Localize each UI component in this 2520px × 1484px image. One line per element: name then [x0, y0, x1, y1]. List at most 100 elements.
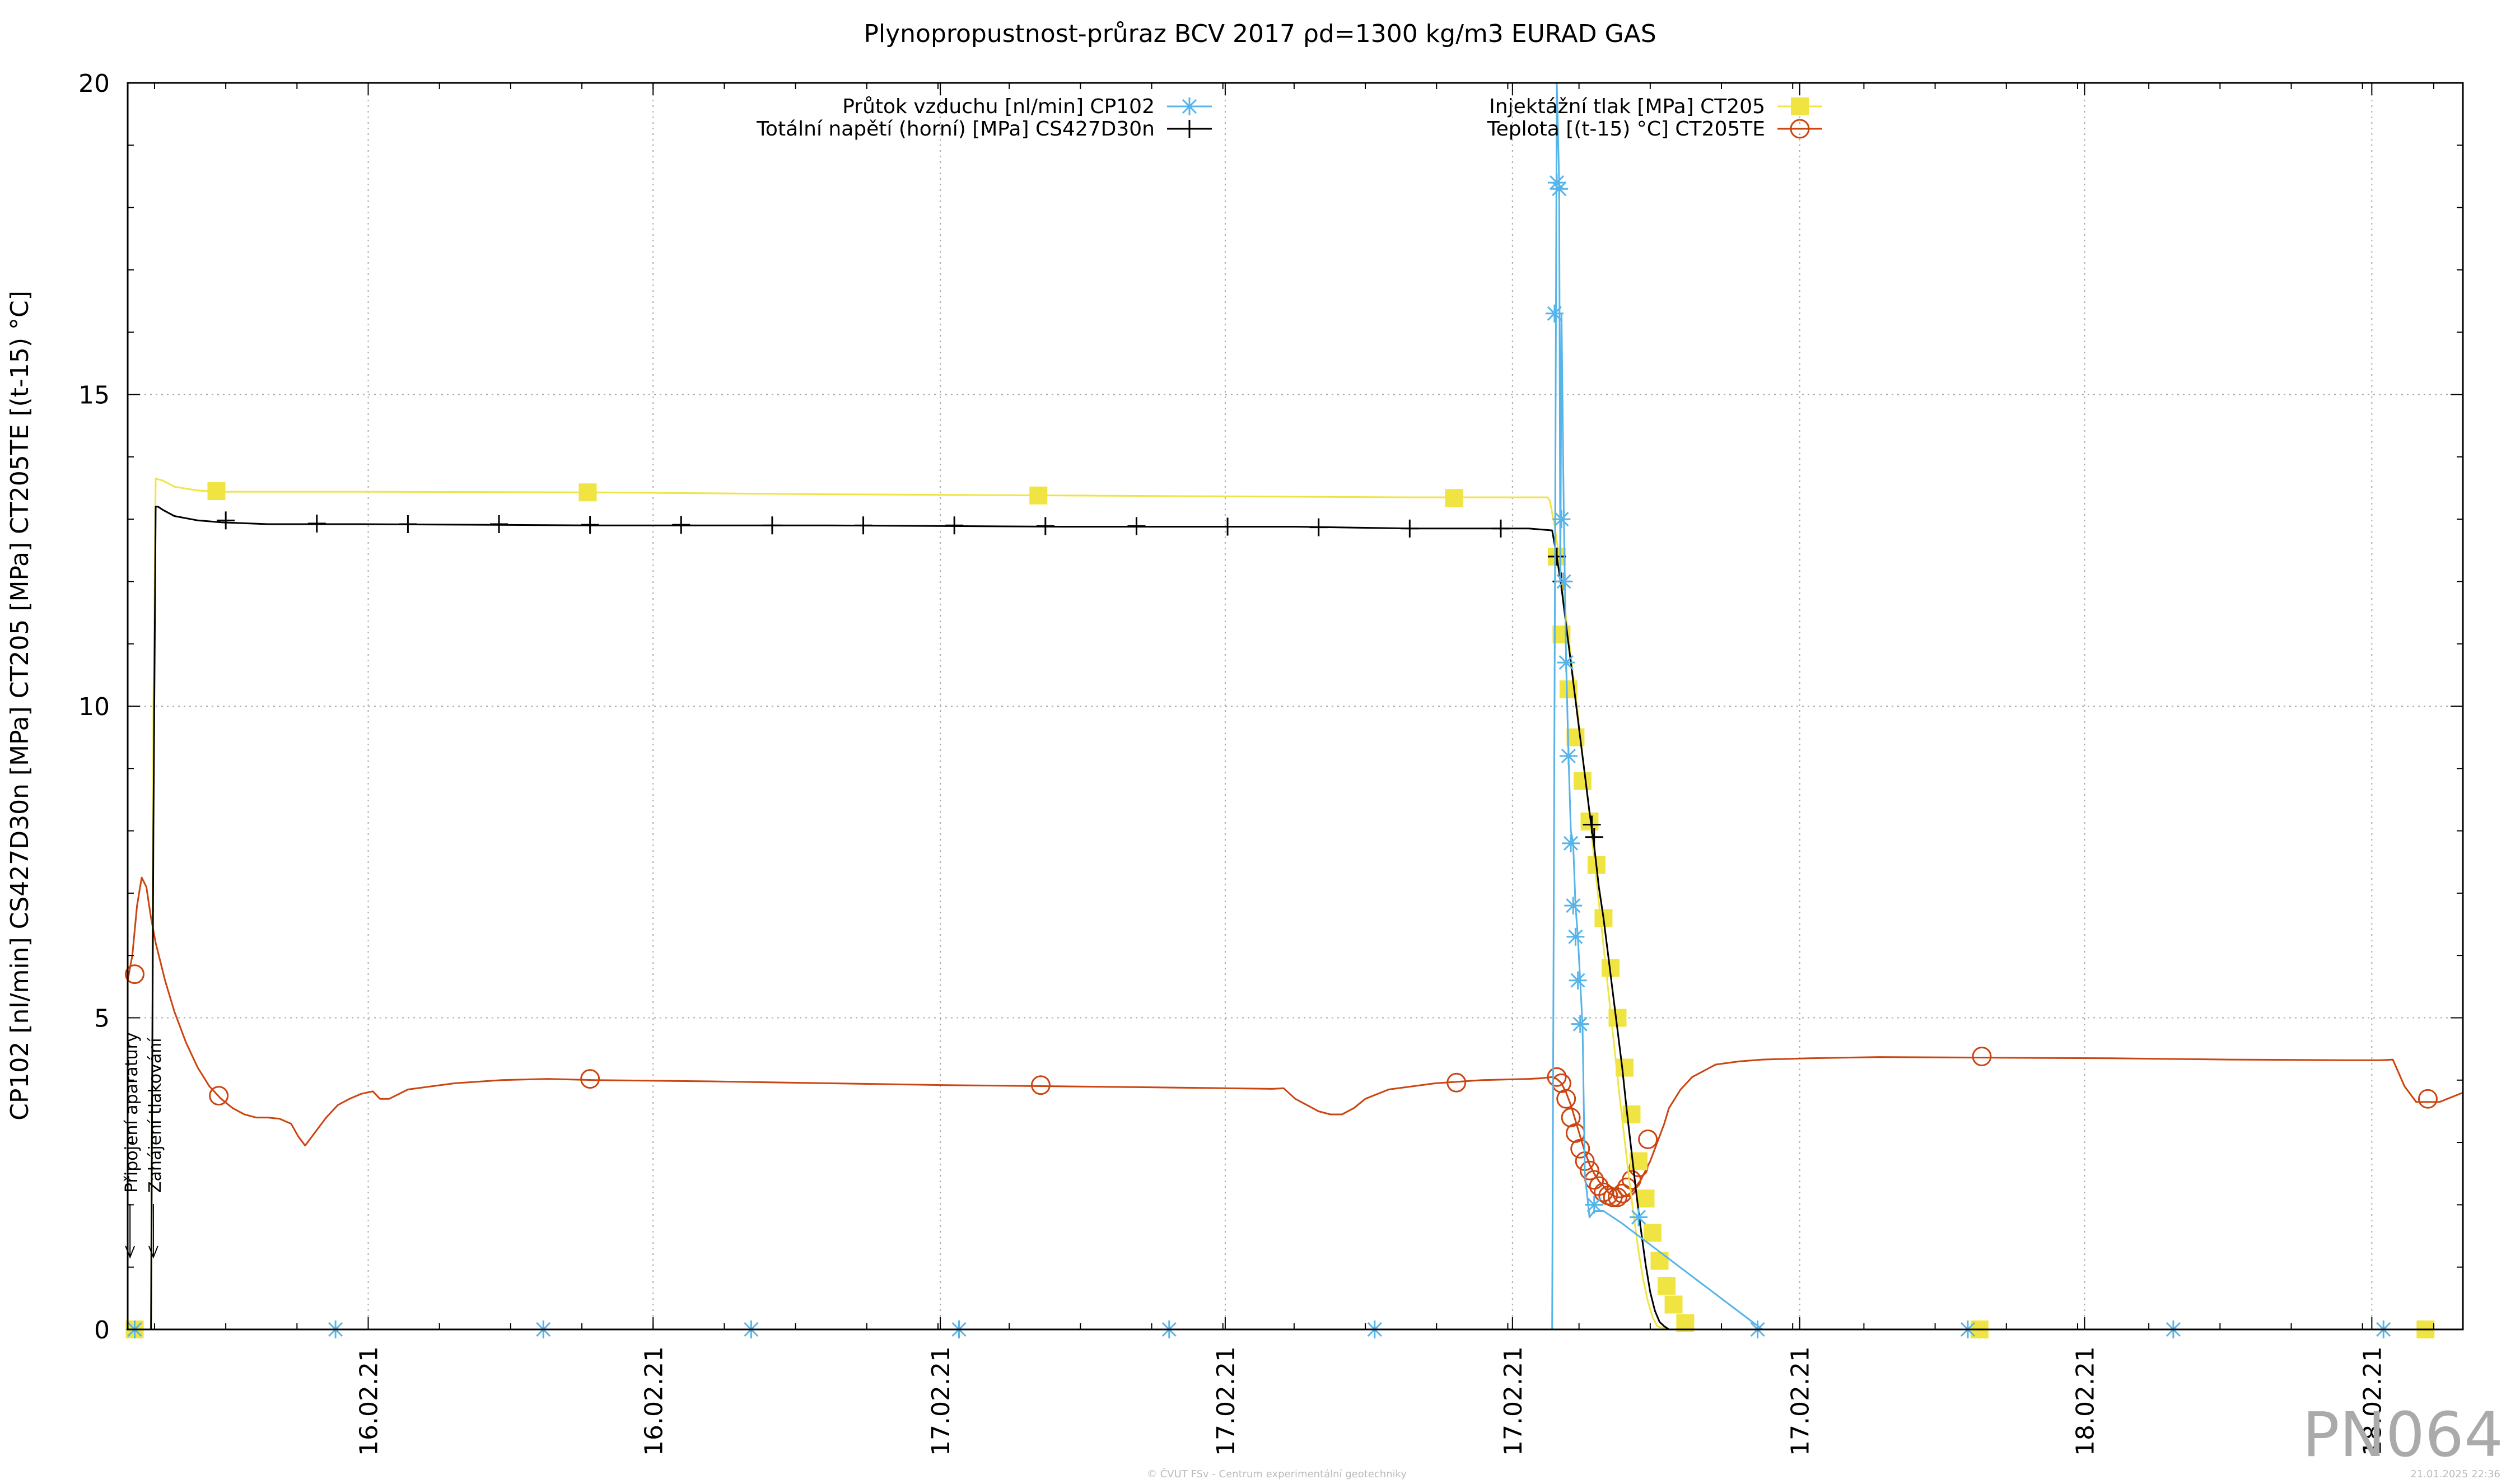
- data-point-plus: [854, 516, 872, 535]
- y-tick-label: 15: [78, 381, 110, 410]
- data-point-square: [1636, 1189, 1655, 1208]
- x-tick-label: 17.02.21: [1786, 1346, 1815, 1456]
- data-point-plus: [1127, 517, 1146, 535]
- y-tick-label: 20: [78, 69, 110, 98]
- x-tick-label: 17.02.21: [927, 1346, 955, 1456]
- data-point-circle: [1561, 1108, 1581, 1128]
- data-point-square: [1644, 1224, 1662, 1242]
- x-tick-label: 17.02.21: [1499, 1346, 1528, 1456]
- data-point-plus: [945, 516, 964, 535]
- annotations: Připojení aparatury Zahájení tlakování: [122, 1032, 165, 1259]
- data-point-asterisk: [1569, 971, 1587, 990]
- data-point-circle: [1638, 1130, 1658, 1150]
- data-point-circle: [1556, 1089, 1576, 1109]
- series-line-2: [128, 478, 2463, 1331]
- data-point-asterisk: [1550, 180, 1569, 198]
- data-point-square: [1615, 1058, 1634, 1077]
- plot-id-watermark: PN064: [2302, 1399, 2503, 1471]
- data-point-circle: [1446, 1072, 1467, 1093]
- data-point-circle: [1579, 1160, 1599, 1180]
- data-point-square: [1573, 772, 1592, 790]
- series-line-3: [127, 876, 2463, 1198]
- data-point-square: [1650, 1252, 1669, 1270]
- data-point-asterisk: [1566, 927, 1585, 946]
- data-point-asterisk: [1571, 1015, 1589, 1033]
- data-point-circle: [209, 1086, 229, 1106]
- footer-copyright: © ČVUT FSv - Centrum experimentální geot…: [1147, 1468, 1407, 1480]
- legend-label: Teplota [(t-15) °C] CT205TE: [1487, 118, 1765, 141]
- data-point-square: [1622, 1105, 1641, 1124]
- data-point-circle: [2418, 1089, 2438, 1109]
- x-tick-label: 18.02.21: [2071, 1346, 2099, 1456]
- annotation-arrowhead: [148, 1245, 158, 1259]
- annotation-label: Zahájení tlakování: [146, 1037, 165, 1193]
- data-point-circle: [1972, 1047, 1992, 1067]
- data-point-plus: [217, 511, 235, 530]
- series-line-1: [128, 506, 2463, 1331]
- data-point-square: [1664, 1295, 1683, 1314]
- x-tick-label: 18.02.21: [2358, 1346, 2387, 1456]
- x-tick-label: 17.02.21: [1212, 1346, 1240, 1456]
- data-point-asterisk: [1557, 654, 1575, 672]
- data-point-asterisk: [1545, 304, 1564, 323]
- x-tick-label: 16.02.21: [355, 1346, 384, 1456]
- data-point-circle: [1570, 1138, 1590, 1159]
- data-point-circle: [1030, 1075, 1051, 1095]
- data-point-plus: [1583, 815, 1601, 834]
- data-point-square: [1029, 486, 1048, 505]
- data-point-square: [578, 483, 597, 502]
- x-tick-label: 16.02.21: [640, 1346, 668, 1456]
- series-line-0: [128, 82, 2463, 1331]
- data-point-plus: [763, 516, 781, 535]
- data-point-circle: [1603, 1187, 1623, 1207]
- data-point-circle: [1621, 1170, 1641, 1190]
- data-point-plus: [581, 516, 599, 534]
- data-point-plus: [1309, 518, 1328, 536]
- y-tick-label: 5: [94, 1005, 110, 1033]
- legend-marker: [1791, 97, 1809, 115]
- data-point-plus: [399, 515, 417, 534]
- data-point-plus: [1548, 547, 1566, 566]
- data-point-circle: [1547, 1067, 1567, 1087]
- grid: [128, 83, 2463, 1329]
- data-point-plus: [672, 516, 690, 534]
- legend-marker: [1790, 119, 1810, 139]
- data-point-plus: [490, 515, 508, 534]
- legend-marker: [1180, 120, 1198, 138]
- chart-title: Plynopropustnost-průraz BCV 2017 ρd=1300…: [864, 20, 1656, 48]
- data-point-plus: [1585, 828, 1603, 846]
- data-point-asterisk: [1552, 510, 1571, 529]
- legend-label: Průtok vzduchu [nl/min] CP102: [842, 95, 1155, 118]
- data-point-circle: [580, 1069, 600, 1089]
- annotation-label: Připojení aparatury: [122, 1032, 142, 1193]
- data-point-plus: [307, 514, 326, 533]
- data-point-asterisk: [1629, 1208, 1648, 1226]
- series-layer: [125, 82, 2463, 1338]
- y-tick-label: 10: [78, 693, 110, 721]
- data-point-square: [1658, 1277, 1676, 1295]
- data-point-asterisk: [1585, 1196, 1603, 1214]
- legend-label: Totální napětí (horní) [MPa] CS427D30n: [756, 118, 1155, 141]
- data-point-plus: [1401, 519, 1419, 538]
- data-point-asterisk: [1564, 897, 1583, 915]
- footer-timestamp: 21.01.2025 22:36: [2410, 1468, 2500, 1480]
- data-point-asterisk: [1562, 834, 1580, 852]
- data-point-square: [207, 482, 226, 501]
- y-tick-label: 0: [94, 1316, 110, 1345]
- data-point-plus: [1491, 519, 1510, 538]
- data-point-square: [1445, 489, 1463, 507]
- axes: 0 5 10 15 20 16.02.21 16.02.21 17.02.21 17.02.21…: [78, 69, 2464, 1456]
- annotation-arrowhead: [125, 1245, 136, 1259]
- legend-label: Injektážní tlak [MPa] CT205: [1489, 95, 1765, 118]
- data-point-circle: [1593, 1182, 1613, 1202]
- plot-frame: [127, 82, 2464, 1331]
- legend-marker: [1180, 97, 1198, 115]
- data-point-plus: [1219, 517, 1237, 536]
- data-point-asterisk: [1555, 572, 1573, 591]
- data-point-asterisk: [1559, 747, 1578, 766]
- data-point-circle: [125, 964, 145, 984]
- data-point-plus: [1036, 517, 1054, 535]
- y-axis-label: CP102 [nl/min] CS427D30n [MPa] CT205 [MP…: [6, 291, 34, 1121]
